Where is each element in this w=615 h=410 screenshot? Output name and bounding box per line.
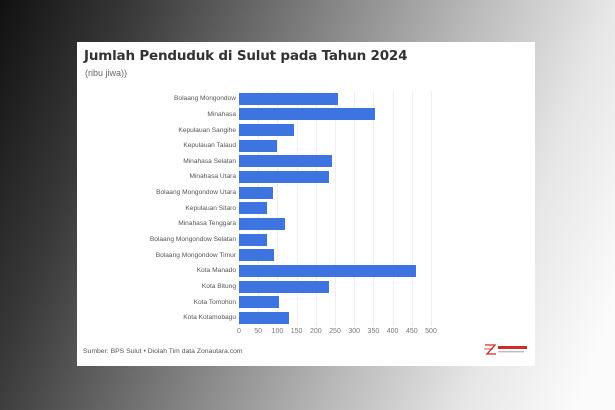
grid-line [431, 91, 432, 326]
x-tick-label: 250 [329, 328, 341, 335]
plot-area: Bolaang Mongondow Minahasa Kepulauan Sangi… [150, 91, 432, 326]
bar[interactable] [239, 249, 275, 262]
grid-line [373, 91, 375, 326]
x-tick-label: 100 [271, 328, 284, 335]
category-label: Kota Kotamobagu [183, 314, 236, 322]
bar-row: Minahasa Selatan [77, 154, 431, 170]
x-tick-label: 450 [405, 328, 418, 335]
category-label: Kota Manado [196, 267, 236, 275]
bar-row: Bolaang Mongondow Selatan [77, 232, 431, 248]
bar-row: Bolaang Mongondow Utara [77, 185, 431, 201]
grid-line [315, 91, 317, 326]
x-tick-label: 150 [290, 328, 303, 335]
category-label: Kepulauan Sangihe [178, 126, 236, 134]
bar[interactable] [239, 171, 329, 184]
bar[interactable] [239, 186, 273, 199]
category-label: Kepulauan Talaud [183, 142, 236, 150]
chart-subtitle: (ribu jiwa)) [85, 68, 128, 78]
grid-line [411, 91, 413, 326]
bar[interactable] [239, 155, 332, 168]
bar[interactable] [239, 264, 416, 277]
bar[interactable] [239, 92, 339, 105]
category-label: Kota Bitung [201, 283, 236, 291]
grid-line [354, 91, 356, 326]
grid-line [392, 91, 394, 326]
source-note: Sumber: BPS Sulut • Diolah Tim data Zona… [83, 348, 243, 355]
bar[interactable] [239, 108, 375, 121]
bar-row: Kota Tomohon [77, 294, 431, 310]
chart-title: Jumlah Penduduk di Sulut pada Tahun 2024 [84, 48, 408, 64]
bar-row: Kepulauan Sitaro [77, 201, 431, 217]
bar-row: Bolaang Mongondow [77, 91, 431, 107]
zonautara-logo-icon [483, 343, 529, 357]
category-label: Bolaang Mongondow [174, 95, 236, 103]
category-label: Minahasa [207, 110, 236, 118]
bar-row: Minahasa Utara [77, 169, 431, 185]
bar-row: Kota Manado [77, 263, 431, 279]
bar-row: Kepulauan Talaud [77, 138, 431, 154]
bar[interactable] [239, 202, 268, 215]
bar[interactable] [239, 124, 294, 137]
bar[interactable] [239, 280, 330, 293]
x-tick-label: 200 [309, 328, 322, 335]
bar[interactable] [239, 233, 268, 246]
bar[interactable] [239, 217, 286, 230]
category-label: Bolaang Mongondow Utara [156, 189, 236, 197]
x-tick-label: 400 [386, 328, 399, 335]
bar-row: Kota Bitung [77, 279, 431, 295]
bar-row: Bolaang Mongondow Timur [77, 248, 431, 264]
category-label: Kota Tomohon [193, 298, 236, 306]
category-label: Minahasa Selatan [183, 157, 236, 165]
category-label: Minahasa Tenggara [178, 220, 236, 228]
grid-line [277, 91, 279, 326]
chart-card: Jumlah Penduduk di Sulut pada Tahun 2024… [77, 42, 535, 366]
category-label: Minahasa Utara [189, 173, 236, 181]
category-label: Kepulauan Sitaro [185, 204, 236, 212]
x-tick-label: 0 [237, 328, 241, 335]
category-label: Bolaang Mongondow Timur [155, 251, 236, 259]
x-tick-label: 300 [348, 328, 361, 335]
bar-row: Kepulauan Sangihe [77, 122, 431, 138]
grid-line [335, 91, 336, 326]
bar-row: Minahasa Tenggara [77, 216, 431, 232]
x-tick-label: 350 [367, 328, 380, 335]
bar[interactable] [239, 311, 289, 324]
bar[interactable] [239, 296, 280, 309]
bar-row: Kota Kotamobagu [77, 310, 431, 326]
grid-line [296, 91, 298, 326]
category-label: Bolaang Mongondow Selatan [149, 236, 236, 244]
x-tick-label: 500 [425, 328, 437, 335]
bar-row: Minahasa [77, 107, 431, 123]
x-tick-label: 50 [254, 328, 263, 335]
bar[interactable] [239, 139, 278, 152]
